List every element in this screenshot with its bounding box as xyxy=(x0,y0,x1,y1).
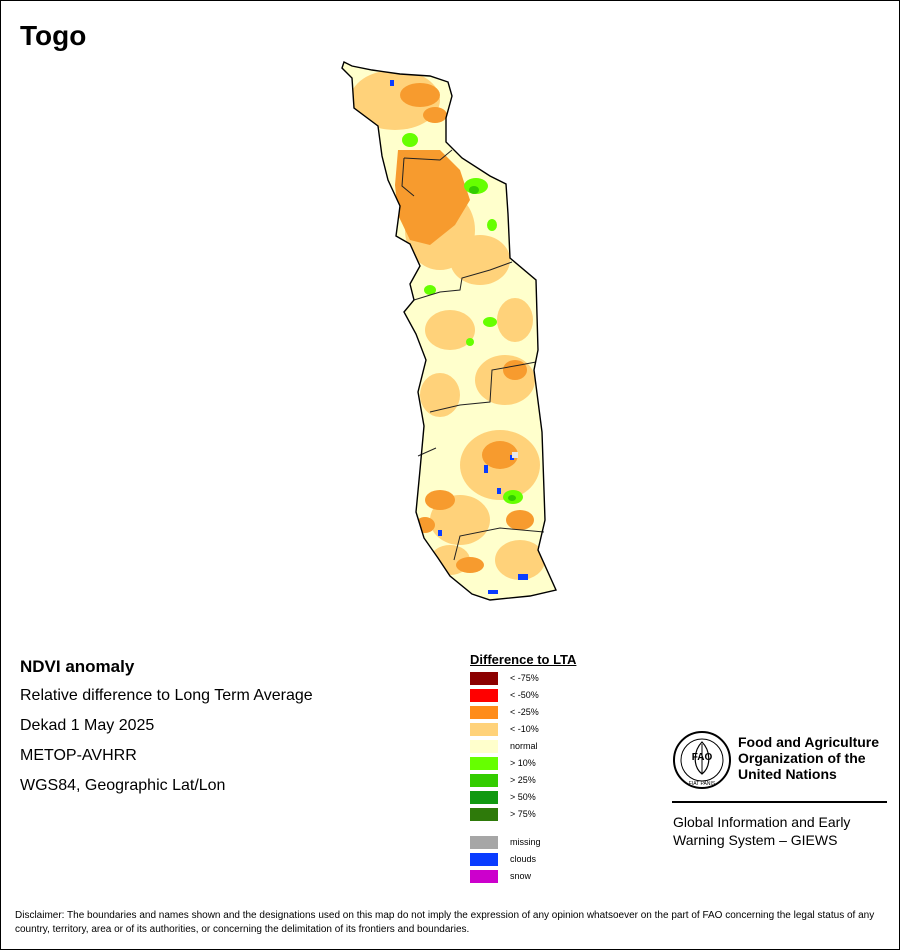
legend-label: clouds xyxy=(510,854,537,864)
legend-title: Difference to LTA xyxy=(470,652,577,667)
legend-label: < -25% xyxy=(510,707,539,717)
giews-name-line: Warning System – GIEWS xyxy=(673,832,838,848)
legend-swatch xyxy=(470,791,498,804)
fao-logo-icon: FAO FIAT PANIS xyxy=(673,731,731,789)
organization-name-line: Organization of the xyxy=(738,750,866,766)
legend-label: snow xyxy=(510,871,532,881)
legend-swatch xyxy=(470,774,498,787)
giews-name-line: Global Information and Early xyxy=(673,814,851,830)
organization-name-line: United Nations xyxy=(738,766,837,782)
giews-name: Global Information and Early Warning Sys… xyxy=(673,813,850,849)
togo-ndvi-map xyxy=(341,61,557,601)
organization-name: Food and Agriculture Organization of the… xyxy=(738,734,879,782)
legend-label: > 50% xyxy=(510,792,536,802)
legend-label: < -10% xyxy=(510,724,539,734)
map-description: Relative difference to Long Term Average xyxy=(20,687,313,704)
map-projection: WGS84, Geographic Lat/Lon xyxy=(20,777,226,794)
legend-swatch xyxy=(470,740,498,753)
legend-swatch xyxy=(470,808,498,821)
togo-country-border xyxy=(341,61,557,601)
legend-swatch xyxy=(470,836,498,849)
map-subtitle: NDVI anomaly xyxy=(20,657,135,676)
organization-divider xyxy=(672,801,887,803)
map-title: Togo xyxy=(20,20,87,51)
legend-label: < -75% xyxy=(510,673,539,683)
legend-swatch xyxy=(470,870,498,883)
fao-logo-motto: FIAT PANIS xyxy=(689,781,716,787)
legend-swatch xyxy=(470,689,498,702)
legend-label: > 25% xyxy=(510,775,536,785)
map-date: Dekad 1 May 2025 xyxy=(20,717,155,734)
legend-label: normal xyxy=(510,741,538,751)
disclaimer: Disclaimer: The boundaries and names sho… xyxy=(15,910,875,935)
map-sensor: METOP-AVHRR xyxy=(20,747,137,764)
region-boundaries xyxy=(401,149,545,561)
fao-logo-text: FAO xyxy=(692,752,713,763)
legend-swatch xyxy=(470,723,498,736)
legend-label: < -50% xyxy=(510,690,539,700)
legend-swatch xyxy=(470,706,498,719)
legend-swatch xyxy=(470,757,498,770)
organization-name-line: Food and Agriculture xyxy=(738,734,880,750)
anomaly-dark-green-patches xyxy=(469,186,516,501)
legend-swatch xyxy=(470,672,498,685)
legend-label: > 75% xyxy=(510,809,536,819)
missing-patches xyxy=(512,452,518,458)
legend-swatch xyxy=(470,853,498,866)
legend-label: missing xyxy=(510,837,541,847)
legend-label: > 10% xyxy=(510,758,536,768)
